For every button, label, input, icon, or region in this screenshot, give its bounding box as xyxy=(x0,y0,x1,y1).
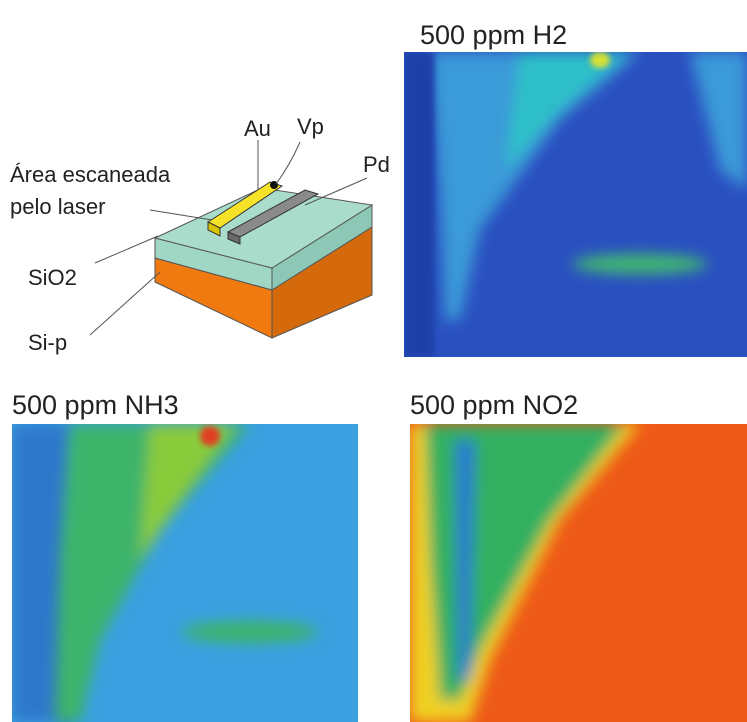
heatmap xyxy=(404,52,747,357)
label-sio2: SiO2 xyxy=(28,265,77,290)
label-scan: Área escaneada xyxy=(10,162,171,187)
heatmap xyxy=(12,424,358,722)
panel-title: 500 ppm NO2 xyxy=(410,390,578,420)
page: {"device": {"labels": {"gold": "Au", "pr… xyxy=(0,0,747,722)
label-pd: Pd xyxy=(363,152,390,177)
panel-title: 500 ppm H2 xyxy=(420,20,567,50)
panel-title: 500 ppm NH3 xyxy=(12,390,179,420)
label-scan: pelo laser xyxy=(10,194,105,219)
label-au: Au xyxy=(244,116,271,141)
label-sip: Si-p xyxy=(28,330,67,355)
heatmap xyxy=(410,424,747,722)
figure: Au Vp Pd Área escaneada pelo laser SiO2 … xyxy=(0,0,747,722)
label-vp: Vp xyxy=(297,114,324,139)
